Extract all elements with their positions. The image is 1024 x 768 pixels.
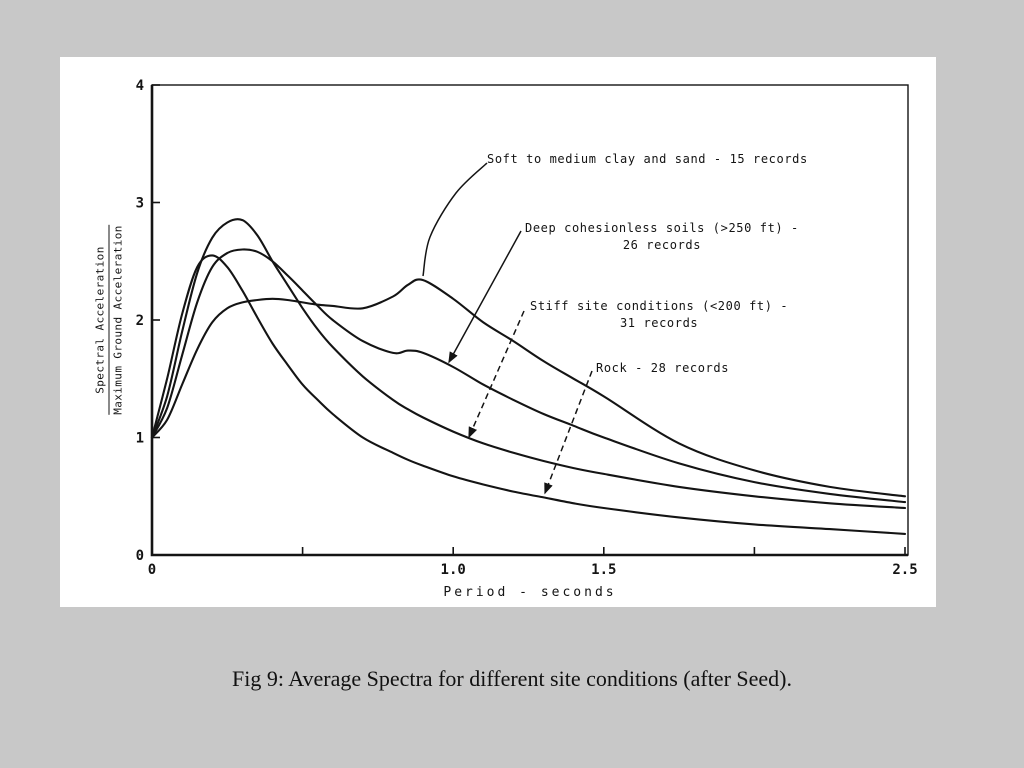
x-tick-label: 0: [148, 562, 156, 578]
y-axis-label-numerator: Spectral Acceleration: [93, 225, 110, 415]
annotation-text: Rock - 28 records: [596, 361, 730, 375]
annotation-text: Deep cohesionless soils (>250 ft) -: [525, 221, 799, 235]
x-tick-label: 1.5: [591, 562, 616, 578]
x-tick-label: 2.5: [892, 562, 917, 578]
y-tick-label: 3: [136, 196, 144, 212]
annotation-text: 31 records: [619, 316, 699, 330]
curve-deep-cohesionless-soils-250-ft-26-record: [150, 248, 907, 504]
figure-caption: Fig 9: Average Spectra for different sit…: [231, 666, 792, 691]
curve-rock-28-records: [150, 254, 907, 535]
x-axis-label: Period - seconds: [443, 585, 617, 600]
leader-line-stiff-site-conditions-200-ft: [468, 310, 525, 439]
y-axis-label-denominator: Maximum Ground Acceleration: [111, 225, 125, 415]
leader-line-deep-cohesionless-soils-250-ft: [448, 230, 522, 364]
leader-line-soft-to-medium-clay-and-sand-15-records: [422, 162, 488, 277]
annotation-rock: Rock - 28 records: [596, 361, 729, 375]
annotation-soft-clay: Soft to medium clay and sand - 15 record…: [487, 152, 808, 166]
spectra-chart: 0 1.0 1.5 2.5 0 1 2 3 4: [136, 78, 918, 578]
annotation-stiff-site: Stiff site conditions (<200 ft) - 31 rec…: [530, 299, 788, 330]
y-axis-label: Spectral Acceleration Maximum Ground Acc…: [93, 225, 125, 415]
annotation-deep-cohesionless: Deep cohesionless soils (>250 ft) - 26 r…: [525, 221, 799, 252]
figure-panel: 0 1.0 1.5 2.5 0 1 2 3 4 Spectral Acceleration Ma…: [60, 57, 936, 607]
curve-stiff-site-conditions-200-ft-31-records: [150, 218, 907, 510]
y-tick-label: 2: [136, 313, 144, 329]
annotation-text: 26 records: [622, 238, 702, 252]
curve-soft-to-medium-clay-and-sand-15-records: [150, 278, 907, 498]
annotation-text: Soft to medium clay and sand - 15 record…: [487, 152, 808, 166]
x-tick-label: 1.0: [441, 562, 466, 578]
y-tick-label: 1: [136, 431, 144, 447]
y-tick-label: 4: [136, 78, 144, 94]
y-tick-label: 0: [136, 548, 144, 564]
leader-line-rock-28-records: [544, 370, 593, 495]
annotation-text: Stiff site conditions (<200 ft) -: [530, 299, 789, 313]
